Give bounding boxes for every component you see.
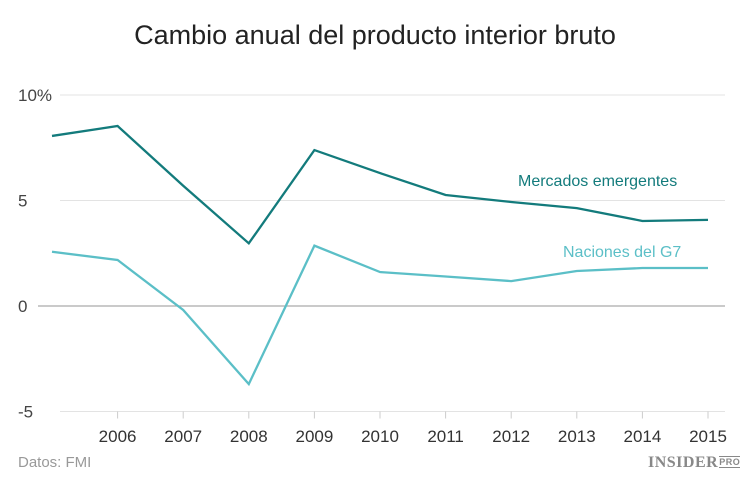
y-tick-label: 10%: [18, 86, 52, 105]
x-tick-label: 2012: [492, 427, 530, 446]
x-tick-label: 2015: [689, 427, 727, 446]
y-tick-label: 0: [18, 297, 27, 316]
series-label: Naciones del G7: [563, 244, 681, 261]
chart-title: Cambio anual del producto interior bruto: [134, 20, 616, 50]
logo-suffix: PRO: [719, 456, 741, 468]
insider-pro-logo: INSIDERPRO: [648, 454, 741, 472]
x-tick-label: 2009: [295, 427, 333, 446]
x-tick-label: 2008: [230, 427, 268, 446]
logo-main: INSIDER: [648, 454, 719, 471]
x-tick-label: 2006: [99, 427, 137, 446]
series-label: Mercados emergentes: [518, 173, 677, 190]
y-tick-label: -5: [18, 403, 33, 422]
x-tick-label: 2007: [164, 427, 202, 446]
x-tick-label: 2011: [427, 427, 464, 446]
x-tick-label: 2013: [558, 427, 596, 446]
source-note: Datos: FMI: [18, 454, 92, 471]
y-tick-label: 5: [18, 192, 27, 211]
x-tick-label: 2014: [623, 427, 661, 446]
x-tick-label: 2010: [361, 427, 399, 446]
series-line-naciones-g7: [51, 244, 708, 387]
